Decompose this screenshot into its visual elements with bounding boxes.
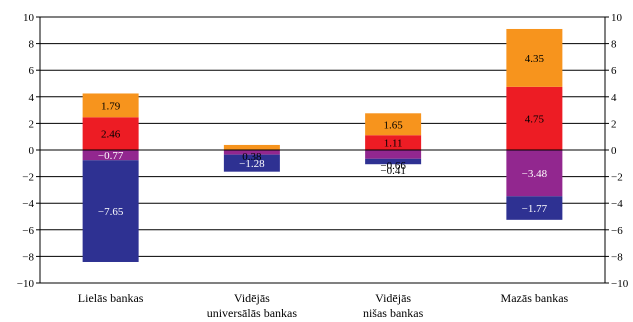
bar-segment [223,154,280,172]
y-tick-label-right: −6 [611,225,623,237]
bar-segment [365,150,422,159]
y-tick-label-left: 2 [29,118,35,130]
category-label: universālās bankas [207,306,298,320]
y-tick-label-right: 6 [611,65,617,77]
data-label: −7.65 [98,206,124,218]
data-label: −1.28 [239,158,265,170]
y-tick-label-left: −10 [17,278,35,290]
bar-segment [506,150,563,197]
y-tick-label-left: 6 [29,65,35,77]
y-tick-label-right: −2 [611,172,623,184]
category-label: Mazās bankas [501,291,569,305]
bar-segment [223,144,280,150]
data-label: −0.66 [380,160,406,172]
y-tick-label-right: 0 [611,145,617,157]
bar-segment [82,117,139,150]
bar-segment [506,28,563,87]
data-label: −1.77 [522,203,548,215]
y-tick-label-right: 4 [611,92,617,104]
y-tick-label-left: −6 [22,225,34,237]
data-label: −3.48 [522,168,548,180]
bar-segment [365,158,422,165]
y-tick-label-left: −8 [22,251,34,263]
bar-segment [506,196,563,220]
bar-segment [82,160,139,262]
y-tick-label-left: −2 [22,172,34,184]
bar-segment [365,135,422,150]
category-label: nišas bankas [363,306,424,320]
y-tick-label-right: 10 [611,12,623,24]
data-label: 0.38 [242,151,262,163]
data-label: 4.35 [525,53,545,65]
bar-segment [365,113,422,136]
y-tick-label-left: 8 [29,39,35,51]
y-tick-label-right: −8 [611,251,623,263]
y-tick-label-left: 4 [29,92,35,104]
category-label: Vidējās [234,291,270,305]
bar-segment [82,150,139,161]
data-label: 4.75 [525,113,545,125]
y-tick-label-right: −10 [611,278,629,290]
y-tick-label-left: 0 [29,145,35,157]
data-label: 1.79 [101,100,121,112]
data-label: 1.65 [384,119,404,131]
y-tick-label-left: 10 [23,12,35,24]
data-label: −0.77 [98,150,124,162]
bar-segment [223,150,280,155]
data-label: 2.46 [101,129,121,141]
category-label: Lielās bankas [78,291,144,305]
category-label: Vidējās [375,291,411,305]
y-tick-label-left: −4 [22,198,34,210]
y-tick-label-right: 2 [611,118,617,130]
data-label: 1.11 [384,138,403,150]
y-tick-label-right: −4 [611,198,623,210]
y-tick-label-right: 8 [611,39,617,51]
bar-segment [82,93,139,118]
bar-segment [506,86,563,150]
data-label: −0.41 [380,165,405,177]
